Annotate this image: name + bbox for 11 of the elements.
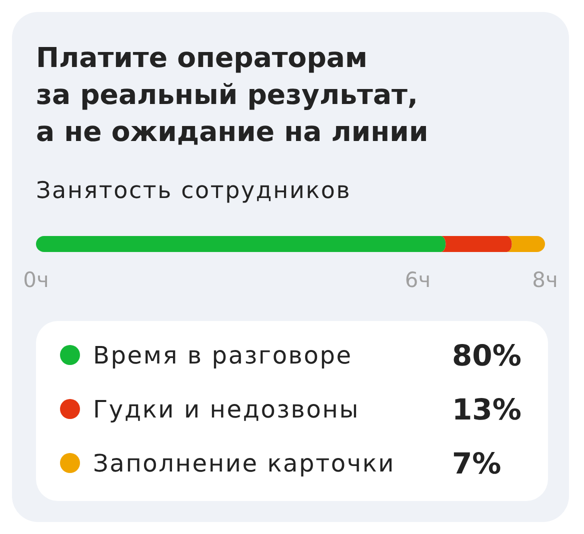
chart-title: Платите операторам за реальный результат, а не ожидание на линии	[36, 42, 428, 148]
legend-label: Гудки и недозвоны	[93, 396, 360, 424]
text: 13%	[452, 392, 522, 426]
text: 80%	[452, 338, 522, 372]
x-tick-label: 0ч	[23, 268, 49, 292]
text: 7%	[452, 446, 502, 480]
chart-subtitle: Занятость сотрудников	[36, 178, 352, 204]
x-tick-label: 6ч	[404, 268, 431, 292]
legend-label: Время в разговоре	[93, 342, 352, 370]
legend-label: Заполнение карточки	[93, 450, 396, 478]
x-tick-label: 8ч	[532, 268, 558, 292]
